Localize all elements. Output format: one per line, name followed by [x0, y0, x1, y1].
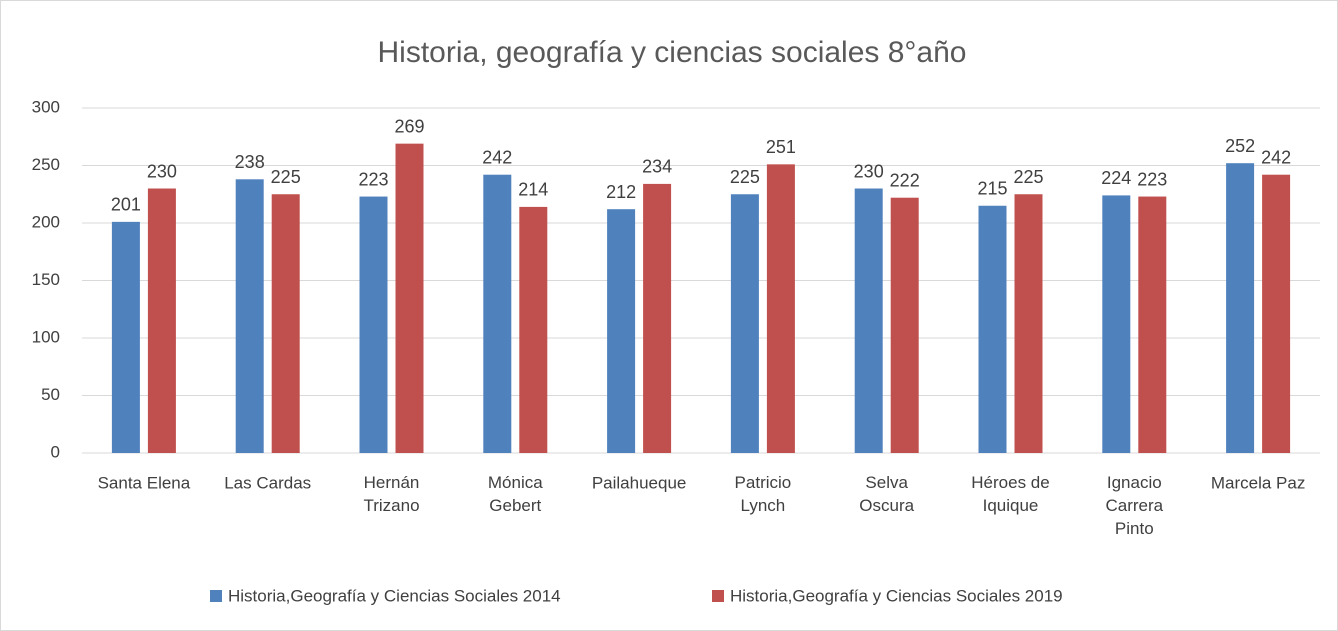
x-tick-label: Ignacio Carrera Pinto	[1105, 473, 1163, 538]
x-tick-label: Marcela Paz	[1211, 473, 1305, 492]
bar	[1014, 194, 1043, 453]
bar	[1138, 196, 1167, 454]
bar	[111, 221, 140, 453]
bar	[235, 179, 264, 454]
bar	[147, 188, 176, 453]
bar	[643, 183, 672, 453]
bar	[730, 194, 759, 453]
x-tick-label: Santa Elena	[98, 473, 191, 492]
bar	[1102, 195, 1131, 453]
data-label: 252	[1225, 136, 1255, 156]
x-tick-label: Selva Oscura	[859, 473, 914, 515]
y-tick-label: 100	[32, 327, 60, 346]
y-tick-label: 200	[32, 212, 60, 231]
x-tick-label: Pailahueque	[592, 473, 687, 492]
data-label: 225	[271, 167, 301, 187]
bar	[607, 209, 636, 453]
bar	[519, 206, 548, 453]
x-tick-label: Mónica Gebert	[488, 473, 543, 515]
y-tick-label: 150	[32, 270, 60, 289]
data-label: 242	[482, 147, 512, 167]
x-tick-label: Las Cardas	[224, 473, 311, 492]
y-tick-label: 50	[41, 385, 60, 404]
y-tick-label: 250	[32, 155, 60, 174]
data-label: 212	[606, 182, 636, 202]
legend-swatch	[712, 590, 724, 602]
x-tick-label: Patricio Lynch	[735, 473, 792, 515]
legend-swatch	[210, 590, 222, 602]
data-label: 223	[358, 169, 388, 189]
legend-label: Historia,Geografía y Ciencias Sociales 2…	[730, 586, 1063, 605]
data-label: 201	[111, 195, 141, 215]
data-label: 234	[642, 157, 672, 177]
bar	[1226, 163, 1255, 453]
bar	[359, 196, 388, 454]
data-label: 224	[1101, 168, 1131, 188]
data-label: 238	[235, 152, 265, 172]
bar	[395, 143, 424, 453]
x-tick-label: Hernán Trizano	[363, 473, 419, 515]
data-label: 215	[977, 179, 1007, 199]
data-label: 269	[394, 116, 424, 136]
data-label: 223	[1137, 169, 1167, 189]
data-label: 251	[766, 137, 796, 157]
data-label: 230	[147, 161, 177, 181]
data-label: 225	[1013, 167, 1043, 187]
data-label: 222	[890, 170, 920, 190]
bar	[890, 197, 919, 453]
legend-label: Historia,Geografía y Ciencias Sociales 2…	[228, 586, 561, 605]
bar	[978, 205, 1007, 453]
data-label: 242	[1261, 147, 1291, 167]
y-tick-label: 300	[32, 97, 60, 116]
x-tick-label: Héroes de Iquique	[971, 473, 1049, 515]
data-label: 230	[854, 161, 884, 181]
y-tick-label: 0	[51, 442, 60, 461]
bar	[1262, 174, 1291, 453]
bar	[483, 174, 512, 453]
data-label: 225	[730, 167, 760, 187]
bar	[854, 188, 883, 453]
data-label: 214	[518, 180, 548, 200]
bar	[766, 164, 795, 453]
chart-title: Historia, geografía y ciencias sociales …	[378, 36, 967, 69]
bar	[271, 194, 300, 453]
